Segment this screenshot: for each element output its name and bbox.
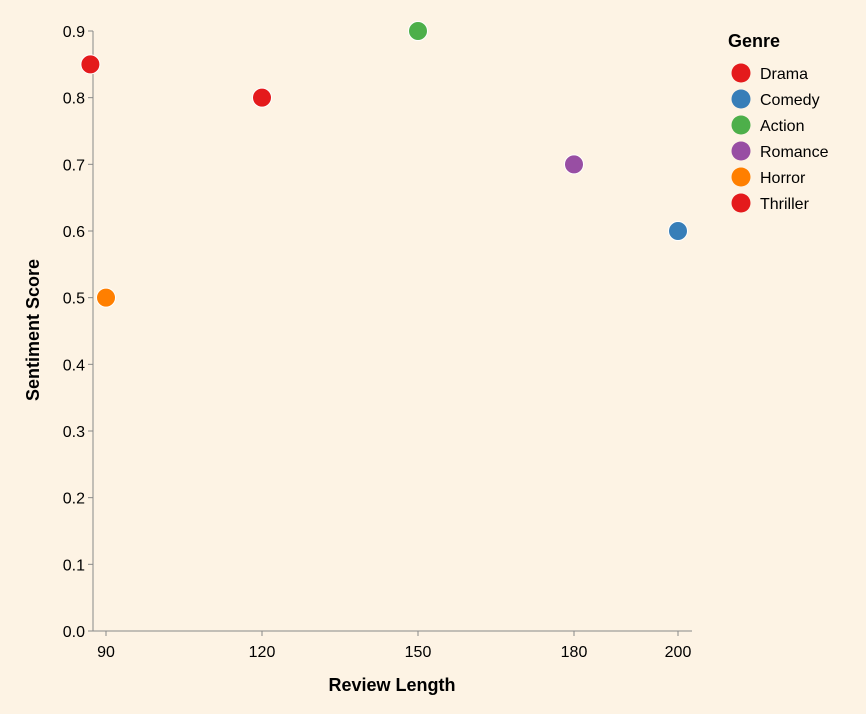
x-axis: 90 120 150 180 200 — [93, 630, 692, 661]
x-tick-label: 180 — [561, 644, 588, 661]
y-tick-label: 0.4 — [63, 357, 85, 374]
y-tick-label: 0.5 — [63, 291, 85, 308]
data-point-action[interactable] — [408, 21, 428, 41]
legend-swatch — [731, 63, 751, 83]
legend-title: Genre — [728, 31, 780, 51]
y-axis: 0.0 0.1 0.2 0.3 0.4 0.5 0.6 0.7 0.8 0.9 — [63, 24, 94, 641]
legend-label: Romance — [760, 144, 829, 161]
legend-label: Thriller — [760, 196, 810, 213]
data-point-horror[interactable] — [96, 287, 116, 308]
data-point-comedy[interactable] — [668, 221, 688, 241]
y-tick-label: 0.9 — [63, 24, 85, 41]
y-tick-label: 0.2 — [63, 491, 85, 508]
legend-label: Drama — [760, 66, 808, 83]
x-tick-label: 200 — [665, 644, 692, 661]
legend-swatch — [731, 89, 751, 109]
y-tick-label: 0.1 — [63, 557, 85, 574]
data-point-romance[interactable] — [564, 154, 584, 175]
legend-item-horror: Horror — [731, 167, 806, 187]
legend-item-thriller: Thriller — [731, 193, 810, 213]
y-axis-title: Sentiment Score — [23, 259, 43, 401]
legend-item-romance: Romance — [731, 141, 829, 161]
legend-item-action: Action — [731, 115, 804, 135]
data-point-thriller[interactable] — [80, 54, 101, 75]
legend-swatch — [731, 193, 751, 213]
legend-label: Action — [760, 118, 804, 135]
legend-swatch — [731, 167, 751, 187]
legend-item-drama: Drama — [731, 63, 808, 83]
x-tick-label: 120 — [249, 644, 276, 661]
legend-swatch — [731, 141, 751, 161]
y-tick-label: 0.7 — [63, 157, 85, 174]
legend: Genre Drama Comedy Action Romance Horror Thri… — [728, 31, 829, 213]
legend-label: Comedy — [760, 92, 820, 109]
y-tick-label: 0.6 — [63, 224, 85, 241]
x-tick-label: 90 — [97, 644, 115, 661]
y-tick-label: 0.0 — [63, 624, 85, 641]
x-tick-label: 150 — [405, 644, 432, 661]
y-tick-label: 0.8 — [63, 91, 85, 108]
data-point-drama[interactable] — [252, 87, 272, 108]
legend-item-comedy: Comedy — [731, 89, 820, 109]
legend-label: Horror — [760, 170, 806, 187]
legend-swatch — [731, 115, 751, 135]
y-tick-label: 0.3 — [63, 424, 85, 441]
data-points — [80, 21, 688, 308]
x-axis-title: Review Length — [328, 675, 455, 695]
